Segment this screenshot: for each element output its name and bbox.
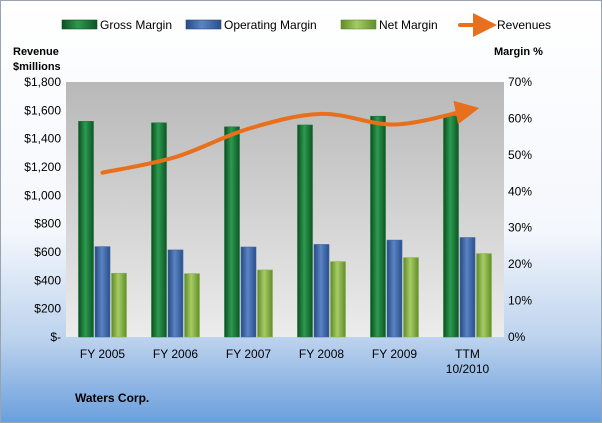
bar-net-margin: [184, 273, 200, 338]
left-axis-title-line1: Revenue: [13, 46, 59, 58]
right-tick-label: 40%: [508, 184, 532, 198]
x-tick-label: TTM 10/2010: [446, 347, 490, 376]
bar-operating-margin: [459, 237, 476, 338]
revenue-point: [247, 127, 251, 131]
revenue-point: [466, 108, 470, 112]
right-tick-label: 10%: [508, 294, 532, 308]
bar-gross-margin: [443, 115, 459, 338]
bar-operating-margin: [386, 239, 403, 338]
bar-gross-margin: [224, 126, 240, 338]
left-tick-label: $1,000: [24, 188, 61, 202]
bar-gross-margin: [297, 124, 313, 338]
x-tick-label: FY 2008: [299, 347, 344, 361]
legend-item-gross-margin: Gross Margin: [61, 18, 172, 32]
right-tick-label: 70%: [508, 75, 532, 89]
left-tick-label: $600: [34, 245, 61, 259]
legend-item-net-margin: Net Margin: [340, 18, 438, 32]
bar-net-margin: [111, 272, 127, 338]
bar-net-margin: [330, 261, 346, 338]
bar-operating-margin: [240, 246, 257, 338]
bar-gross-margin: [370, 115, 386, 338]
left-tick-label: $1,600: [24, 103, 61, 117]
bar-gross-margin: [151, 122, 167, 338]
left-axis-ticks: $- $200 $400 $600 $800 $1,000 $1,200 $1,400 $1,6…: [24, 75, 61, 344]
left-tick-label: $800: [34, 217, 61, 231]
right-tick-label: 50%: [508, 148, 532, 162]
x-tick-label-line: TTM: [455, 347, 480, 361]
right-tick-label: 30%: [508, 221, 532, 235]
bar-net-margin: [403, 257, 419, 338]
legend-label-revenues: Revenues: [497, 18, 551, 32]
legend-item-operating-margin: Operating Margin: [185, 18, 317, 32]
legend-swatch-operating-margin: [185, 19, 222, 30]
x-tick-label-line: FY 2007: [226, 347, 271, 361]
bar-operating-margin: [313, 244, 330, 338]
x-tick-label: FY 2005: [80, 347, 125, 361]
revenue-line-layer: [100, 100, 480, 175]
bars: [78, 115, 492, 338]
left-tick-label: $1,800: [24, 75, 61, 89]
revenue-point: [393, 123, 397, 127]
legend-label-net-margin: Net Margin: [379, 18, 438, 32]
legend-swatch-gross-margin: [61, 19, 98, 30]
x-tick-label-line: FY 2006: [153, 347, 198, 361]
left-tick-label: $-: [50, 330, 61, 344]
x-tick-label-line: FY 2005: [80, 347, 125, 361]
left-tick-label: $1,400: [24, 132, 61, 146]
left-tick-label: $1,200: [24, 160, 61, 174]
revenue-point: [174, 155, 178, 159]
legend-label-operating-margin: Operating Margin: [224, 18, 317, 32]
legend-label-gross-margin: Gross Margin: [100, 18, 172, 32]
right-axis-ticks: 0% 10% 20% 30% 40% 50% 60% 70%: [508, 75, 532, 344]
legend: Gross Margin Operating Margin Net Margin…: [61, 13, 551, 37]
bar-operating-margin: [94, 246, 111, 338]
right-tick-label: 0%: [508, 330, 526, 344]
left-tick-label: $200: [34, 302, 61, 316]
x-tick-label-line: FY 2009: [372, 347, 417, 361]
plot-area: [66, 82, 504, 337]
right-axis-title: Margin %: [494, 46, 543, 58]
bar-net-margin: [476, 253, 492, 338]
left-axis-title-line2: $millions: [13, 61, 61, 73]
bar-gross-margin: [78, 121, 94, 338]
legend-swatch-net-margin: [340, 19, 377, 30]
left-tick-label: $400: [34, 273, 61, 287]
right-tick-label: 60%: [508, 111, 532, 125]
x-axis-labels: FY 2005 FY 2006 FY 2007 FY 2008 FY 2009 TTM 10…: [80, 347, 490, 376]
legend-item-revenues: Revenues: [458, 13, 551, 37]
x-tick-label-line: FY 2008: [299, 347, 344, 361]
x-tick-label-line: 10/2010: [446, 362, 490, 376]
x-tick-label: FY 2007: [226, 347, 271, 361]
revenue-point: [101, 171, 105, 175]
x-tick-label: FY 2009: [372, 347, 417, 361]
company-name: Waters Corp.: [75, 391, 149, 405]
bar-net-margin: [257, 269, 273, 338]
revenue-point: [320, 112, 324, 116]
right-tick-label: 20%: [508, 257, 532, 271]
x-tick-label: FY 2006: [153, 347, 198, 361]
revenue-line: [100, 100, 480, 175]
bar-operating-margin: [167, 249, 184, 338]
